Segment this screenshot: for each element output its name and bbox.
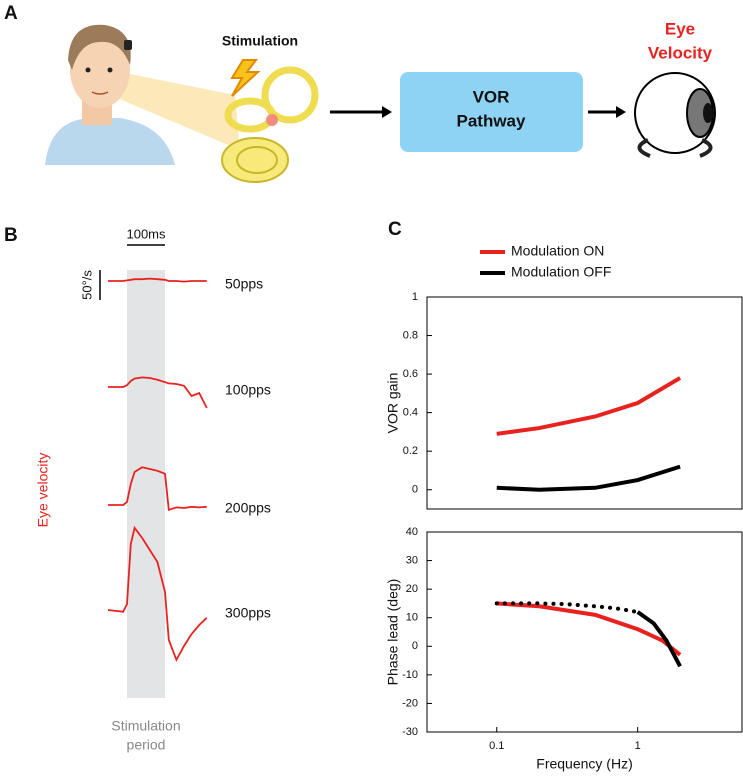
shaded-label: period	[127, 737, 166, 753]
y-tick-label: 20	[406, 583, 418, 595]
panel-label: C	[388, 219, 402, 240]
head-illustration	[45, 24, 240, 165]
panel-label: A	[4, 3, 18, 24]
curve	[636, 610, 682, 668]
y-axis-label: Phase lead (deg)	[385, 579, 401, 686]
arrow-head	[616, 106, 626, 118]
x-tick-label: 1	[635, 740, 641, 752]
trace-label: 100pps	[225, 382, 271, 398]
box-label: Pathway	[457, 111, 527, 130]
curve	[496, 376, 682, 436]
trace-label: 300pps	[225, 605, 271, 621]
trace-label: 200pps	[225, 500, 271, 516]
output-label: Eye	[665, 19, 695, 38]
trace	[107, 525, 208, 662]
output-label: Velocity	[648, 43, 713, 62]
y-tick-label: -20	[402, 697, 418, 709]
plot-frame	[426, 296, 743, 510]
time-scale-label: 100ms	[126, 226, 166, 241]
curve	[496, 464, 681, 492]
y-axis-label: Eye velocity	[35, 453, 51, 528]
y-tick-label: 30	[406, 554, 418, 566]
x-axis-label: Frequency (Hz)	[536, 756, 632, 772]
trace	[108, 376, 208, 409]
velocity-scale-label: 50°/s	[79, 270, 94, 300]
trace-label: 50pps	[225, 276, 263, 292]
panel-label: B	[4, 225, 18, 246]
pathway-box	[400, 72, 583, 152]
curve	[494, 601, 640, 614]
y-tick-label: 0.8	[403, 329, 418, 341]
trace	[108, 277, 207, 283]
eye-icon	[634, 72, 716, 158]
box-label: VOR	[473, 87, 510, 106]
legend-label: Modulation ON	[511, 243, 604, 259]
plot-frame	[426, 531, 743, 733]
stimulation-period	[127, 270, 165, 698]
y-tick-label: 0	[412, 484, 418, 496]
y-tick-label: 0.6	[403, 368, 418, 380]
y-tick-label: 0	[412, 640, 418, 652]
y-tick-label: 0.2	[403, 445, 418, 457]
x-tick-label: 0.1	[489, 740, 504, 752]
inner-ear	[221, 59, 319, 183]
arrow-head	[382, 106, 392, 118]
y-tick-label: 10	[406, 612, 418, 624]
y-tick-label: -10	[402, 669, 418, 681]
trace	[108, 466, 207, 511]
y-tick-label: 1	[412, 291, 418, 303]
legend-label: Modulation OFF	[511, 264, 611, 280]
stimulation-label: Stimulation	[222, 33, 298, 49]
y-axis-label: VOR gain	[385, 373, 401, 434]
curve	[496, 601, 682, 657]
shaded-label: Stimulation	[111, 718, 180, 734]
y-tick-label: -30	[402, 726, 418, 738]
y-tick-label: 0.4	[403, 407, 418, 419]
y-tick-label: 40	[406, 526, 418, 538]
